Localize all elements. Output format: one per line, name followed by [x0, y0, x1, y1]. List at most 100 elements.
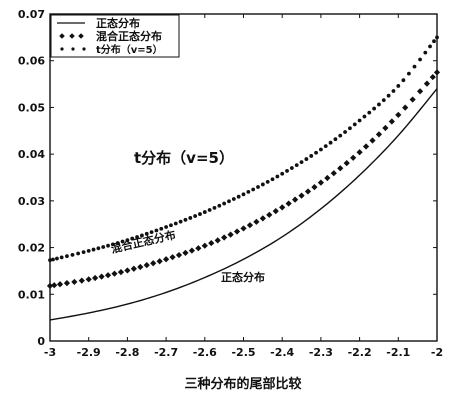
x-axis-title: 三种分布的尾部比较 — [184, 376, 301, 392]
marker-t-distribution — [407, 72, 411, 76]
marker-t-distribution — [65, 254, 69, 258]
marker-mixed-normal — [369, 137, 375, 143]
marker-t-distribution — [237, 195, 241, 199]
marker-mixed-normal — [182, 250, 188, 256]
marker-mixed-normal — [118, 269, 124, 275]
marker-mixed-normal — [389, 118, 395, 124]
plot-frame — [50, 14, 437, 341]
marker-t-distribution — [242, 192, 246, 196]
marker-mixed-normal — [131, 266, 137, 272]
legend-label-mixed: 混合正态分布 — [96, 29, 162, 43]
marker-mixed-normal — [57, 281, 63, 287]
marker-t-distribution — [396, 84, 400, 88]
marker-t-distribution — [203, 210, 207, 214]
legend-label-normal: 正态分布 — [96, 16, 140, 30]
marker-t-distribution — [232, 197, 236, 201]
marker-mixed-normal — [157, 258, 163, 264]
marker-mixed-normal — [79, 278, 85, 284]
marker-mixed-normal — [169, 254, 175, 260]
marker-t-distribution — [227, 199, 231, 203]
marker-mixed-normal — [350, 155, 356, 161]
y-tick-label: 0.03 — [18, 195, 45, 208]
x-tick-label: -2.1 — [386, 346, 410, 359]
marker-t-distribution — [367, 111, 371, 115]
x-tick-label: -2 — [431, 346, 443, 359]
marker-mixed-normal — [195, 245, 201, 251]
marker-t-distribution — [309, 154, 313, 158]
marker-mixed-normal — [163, 256, 169, 262]
y-tick-label: 0 — [37, 335, 45, 348]
marker-t-distribution — [392, 89, 396, 93]
marker-t-distribution — [348, 126, 352, 130]
marker-mixed-normal — [331, 170, 337, 176]
marker-t-distribution — [290, 166, 294, 170]
marker-mixed-normal — [382, 125, 388, 131]
marker-t-distribution — [82, 250, 86, 254]
marker-mixed-normal — [324, 175, 330, 181]
marker-mixed-normal — [417, 88, 423, 94]
marker-mixed-normal — [434, 69, 440, 75]
marker-t-distribution — [222, 202, 226, 206]
marker-t-distribution — [304, 157, 308, 161]
marker-t-distribution — [358, 119, 362, 123]
marker-t-distribution — [423, 51, 427, 55]
marker-mixed-normal — [124, 267, 130, 273]
x-tick-label: -2.9 — [77, 346, 101, 359]
marker-mixed-normal — [292, 197, 298, 203]
marker-mixed-normal — [105, 272, 111, 278]
marker-mixed-normal — [357, 149, 363, 155]
marker-mixed-normal — [430, 74, 436, 80]
marker-t-distribution — [193, 214, 197, 218]
marker-mixed-normal — [64, 280, 70, 286]
y-tick-label: 0.07 — [18, 8, 45, 21]
x-tick-label: -2.6 — [193, 346, 217, 359]
legend: 正态分布 混合正态分布 t分布（v=5） — [51, 15, 179, 57]
marker-t-distribution — [60, 256, 64, 260]
marker-t-distribution — [432, 39, 436, 43]
marker-t-distribution — [87, 249, 91, 253]
marker-mixed-normal — [273, 208, 279, 214]
marker-mixed-normal — [260, 215, 266, 221]
marker-t-distribution — [413, 65, 417, 69]
marker-mixed-normal — [266, 212, 272, 218]
legend-label-t: t分布（v=5） — [96, 43, 163, 56]
marker-mixed-normal — [234, 228, 240, 234]
marker-t-distribution — [319, 148, 323, 152]
annotation-mixed-normal: 混合正态分布 — [110, 227, 177, 255]
marker-mixed-normal — [208, 240, 214, 246]
marker-t-distribution — [271, 177, 275, 181]
x-tick-label: -2.8 — [115, 346, 139, 359]
marker-t-distribution — [334, 137, 338, 141]
marker-mixed-normal — [189, 247, 195, 253]
marker-mixed-normal — [99, 274, 105, 280]
marker-t-distribution — [428, 45, 432, 49]
x-tick-label: -2.4 — [270, 346, 294, 359]
marker-t-distribution — [285, 169, 289, 173]
marker-mixed-normal — [221, 234, 227, 240]
y-tick-label: 0.05 — [18, 101, 45, 114]
marker-mixed-normal — [305, 188, 311, 194]
marker-mixed-normal — [247, 222, 253, 228]
marker-t-distribution — [213, 206, 217, 210]
y-tick-label: 0.02 — [18, 242, 45, 255]
marker-mixed-normal — [402, 105, 408, 111]
marker-mixed-normal — [395, 112, 401, 118]
marker-mixed-normal — [344, 160, 350, 166]
marker-t-distribution — [402, 78, 406, 82]
legend-t-marker — [60, 47, 63, 50]
marker-mixed-normal — [137, 264, 143, 270]
marker-mixed-normal — [228, 231, 234, 237]
marker-mixed-normal — [311, 184, 317, 190]
marker-t-distribution — [295, 163, 299, 167]
marker-t-distribution — [179, 220, 183, 224]
marker-t-distribution — [329, 141, 333, 145]
marker-mixed-normal — [111, 271, 117, 277]
x-tick-label: -2.5 — [231, 346, 255, 359]
marker-t-distribution — [261, 183, 265, 187]
y-tick-label: 0.06 — [18, 55, 45, 68]
marker-t-distribution — [275, 175, 279, 179]
marker-t-distribution — [169, 223, 173, 227]
marker-t-distribution — [217, 204, 221, 208]
marker-t-distribution — [184, 218, 188, 222]
